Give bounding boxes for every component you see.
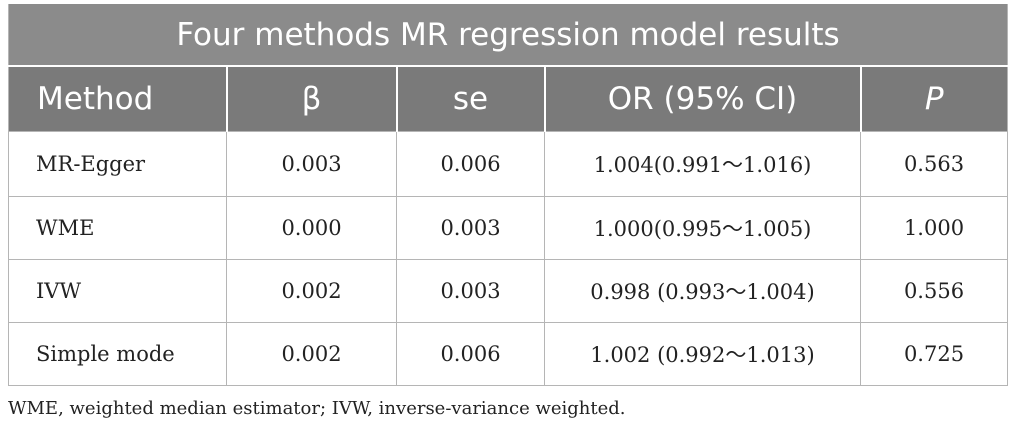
header-beta: β — [225, 66, 397, 132]
cell-beta: 0.000 — [226, 196, 397, 260]
cell-se: 0.006 — [396, 322, 545, 386]
header-or-ci: OR (95% CI) — [543, 66, 861, 132]
cell-method: WME — [8, 196, 227, 260]
cell-or-ci: 1.004(0.991～1.016) — [544, 131, 861, 197]
cell-p: 1.000 — [860, 196, 1008, 260]
results-table: Four methods MR regression model results… — [8, 4, 1008, 386]
results-table-container: Four methods MR regression model results… — [8, 4, 1008, 386]
table-footnote: WME, weighted median estimator; IVW, inv… — [8, 398, 626, 419]
cell-p: 0.556 — [860, 259, 1008, 323]
table-row: Simple mode 0.002 0.006 1.002 (0.992～1.0… — [8, 322, 1008, 386]
cell-method: Simple mode — [8, 322, 227, 386]
cell-beta: 0.002 — [226, 259, 397, 323]
header-method: Method — [8, 66, 227, 132]
cell-se: 0.003 — [396, 259, 545, 323]
cell-se: 0.006 — [396, 131, 545, 197]
cell-method: MR-Egger — [8, 131, 227, 197]
table-title-row: Four methods MR regression model results — [8, 4, 1008, 67]
cell-or-ci: 1.002 (0.992～1.013) — [544, 322, 861, 386]
table-title: Four methods MR regression model results — [8, 4, 1008, 67]
cell-beta: 0.003 — [226, 131, 397, 197]
table-header-row: Method β se OR (95% CI) P — [8, 66, 1008, 132]
cell-or-ci: 0.998 (0.993～1.004) — [544, 259, 861, 323]
cell-p: 0.725 — [860, 322, 1008, 386]
cell-method: IVW — [8, 259, 227, 323]
table-row: WME 0.000 0.003 1.000(0.995～1.005) 1.000 — [8, 196, 1008, 260]
cell-or-ci: 1.000(0.995～1.005) — [544, 196, 861, 260]
table-row: MR-Egger 0.003 0.006 1.004(0.991～1.016) … — [8, 131, 1008, 197]
table-row: IVW 0.002 0.003 0.998 (0.993～1.004) 0.55… — [8, 259, 1008, 323]
header-se: se — [395, 66, 545, 132]
cell-se: 0.003 — [396, 196, 545, 260]
header-p: P — [859, 66, 1008, 132]
cell-p: 0.563 — [860, 131, 1008, 197]
cell-beta: 0.002 — [226, 322, 397, 386]
